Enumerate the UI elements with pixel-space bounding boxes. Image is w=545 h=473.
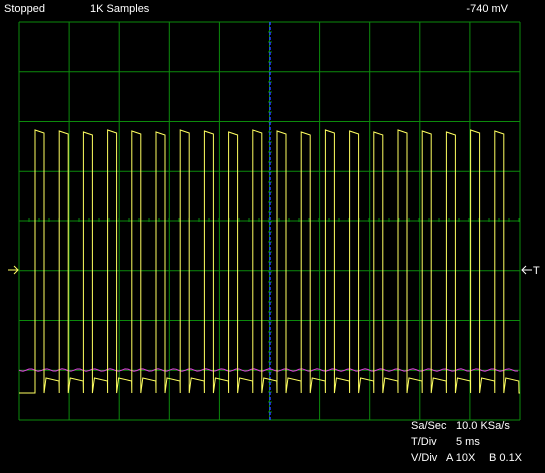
channel-b-scale: B 0.1X bbox=[489, 452, 523, 464]
sa-sec-label: Sa/Sec bbox=[411, 420, 447, 432]
channel-b-trace bbox=[18, 368, 519, 372]
trigger-level: -740 mV bbox=[466, 3, 508, 15]
sample-count: 1K Samples bbox=[90, 3, 150, 15]
sa-sec-value: 10.0 KSa/s bbox=[456, 420, 510, 432]
t-div-value: 5 ms bbox=[456, 436, 480, 448]
t-div-label: T/Div bbox=[411, 436, 437, 448]
channel-a-scale: A 10X bbox=[446, 452, 476, 464]
run-state: Stopped bbox=[4, 3, 45, 15]
trigger-arrow bbox=[521, 265, 532, 275]
v-div-label: V/Div bbox=[411, 452, 438, 464]
channel-a-marker bbox=[8, 265, 19, 275]
channel-a-trace bbox=[19, 129, 520, 394]
trigger-marker: T bbox=[533, 265, 540, 277]
